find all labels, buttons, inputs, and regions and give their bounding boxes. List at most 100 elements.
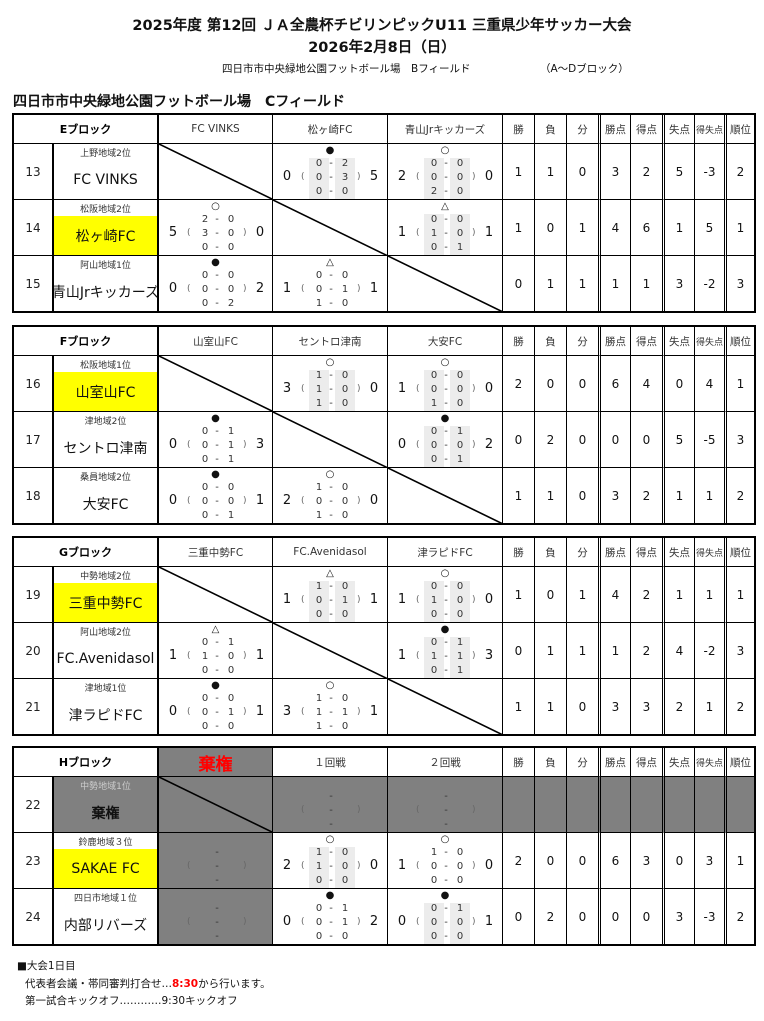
stat-勝: 0 — [502, 622, 534, 678]
period-score-against: 0 — [456, 917, 464, 928]
period-dash: - — [215, 875, 219, 886]
period-score-for: 0 — [430, 158, 438, 169]
period-dash: - — [444, 595, 448, 606]
stat-順位: 3 — [724, 622, 754, 678]
period-score-against: 0 — [341, 693, 349, 704]
stat-勝点: 0 — [598, 888, 630, 944]
column-header-stat: 分 — [566, 538, 598, 566]
stat-順位: 1 — [724, 832, 754, 888]
paren-close: ) — [243, 284, 247, 294]
column-header-stat: 勝点 — [598, 115, 630, 143]
diagonal-cell — [157, 566, 272, 622]
score-for: 3 — [282, 381, 292, 396]
score-for: 1 — [282, 281, 292, 296]
period-score-against: 0 — [341, 384, 349, 395]
stat-勝点: 3 — [598, 678, 630, 734]
match-result-cell: ○ 1-0 1-1 1-0() 3 1 — [272, 678, 387, 734]
period-dash: - — [215, 214, 219, 225]
team-number: 16 — [14, 355, 52, 411]
block-table-Fブロック: Fブロック 山室山FC セントロ津南 大安FC 勝負分勝点 得点 失点 得失点 順位 16 松阪地域… — [12, 325, 756, 525]
match-result-cell: ● 0-0 0-0 0-2() 0 2 — [157, 255, 272, 311]
team-number: 23 — [14, 832, 52, 888]
match-result-cell: ● 0-1 1-1 0-1() 1 3 — [387, 622, 502, 678]
stat-得点: 4 — [630, 355, 662, 411]
paren-close: ) — [472, 595, 476, 605]
period-score-against: 0 — [227, 496, 235, 507]
column-header-stat: 勝 — [502, 327, 534, 355]
halftime-shade — [424, 903, 444, 944]
match-result-cell: ● 0-2 0-3 0-0() 0 5 — [272, 143, 387, 199]
paren-open: ( — [187, 861, 191, 871]
paren-close: ) — [472, 917, 476, 927]
period-dash: - — [329, 903, 333, 914]
period-score-for: 1 — [201, 651, 209, 662]
score-for: 2 — [282, 493, 292, 508]
team-region-rank: 津地域1位 — [84, 684, 127, 694]
score-against: 3 — [255, 437, 265, 452]
diagonal-cell — [157, 355, 272, 411]
paren-open: ( — [301, 384, 305, 394]
period-dash: - — [329, 847, 333, 858]
stat-負: 0 — [534, 199, 566, 255]
period-score-against: 1 — [227, 510, 235, 521]
period-score-for: 0 — [430, 440, 438, 451]
period-dash: - — [329, 158, 333, 169]
period-score-against: 0 — [456, 398, 464, 409]
stat-得点: 3 — [630, 678, 662, 734]
score-against: 1 — [369, 281, 379, 296]
halftime-shade — [424, 158, 444, 199]
stat-負: 0 — [534, 566, 566, 622]
period-score-against: 0 — [341, 186, 349, 197]
team-number: 15 — [14, 255, 52, 311]
period-score-against: 0 — [456, 228, 464, 239]
column-header-opponent: 山室山FC — [157, 327, 272, 355]
diagonal-line — [159, 567, 272, 622]
period-dash: - — [215, 903, 219, 914]
column-header-opponent: ２回戦 — [387, 748, 502, 776]
stat-得失点: 1 — [694, 467, 724, 523]
diagonal-cell — [387, 467, 502, 523]
result-mark-icon: △ — [441, 201, 449, 212]
stat-分: 1 — [566, 199, 598, 255]
period-score-for: 0 — [430, 917, 438, 928]
diagonal-line — [159, 777, 272, 832]
period-dash: - — [444, 172, 448, 183]
period-score-against: 0 — [456, 384, 464, 395]
team-cell: 中勢地域2位 三重中勢FC — [52, 566, 157, 622]
halftime-shade — [450, 214, 470, 255]
period-score-for: 0 — [430, 242, 438, 253]
team-number: 24 — [14, 888, 52, 944]
halftime-shade — [450, 903, 470, 944]
team-name: FC.Avenidasol — [56, 650, 155, 667]
stat-勝: 2 — [502, 355, 534, 411]
period-dash: - — [215, 496, 219, 507]
period-dash: - — [444, 903, 448, 914]
column-header-opponent: FC.Avenidasol — [272, 538, 387, 566]
block-table-Hブロック: Hブロック 棄権 １回戦 ２回戦勝負分勝点 得点 失点 得失点 順位 22 中勢地域1位 棄権 - - -… — [12, 746, 756, 946]
result-mark-icon: ● — [211, 413, 220, 424]
period-score-against: 0 — [341, 861, 349, 872]
period-score-against: 1 — [456, 242, 464, 253]
result-mark-icon: ○ — [440, 145, 450, 156]
period-dash: - — [329, 482, 333, 493]
field-title: 四日市市中央緑地公園フットボール場 Cフィールド — [13, 94, 345, 110]
score-for: 3 — [282, 704, 292, 719]
period-score-against: 1 — [341, 917, 349, 928]
period-dash: - — [329, 721, 333, 732]
period-score-for: 0 — [201, 270, 209, 281]
score-against: 3 — [484, 648, 494, 663]
period-score-against: 0 — [227, 482, 235, 493]
stat-分: 1 — [566, 255, 598, 311]
period-dash: - — [215, 707, 219, 718]
score-against: 1 — [255, 704, 265, 719]
period-dash: - — [444, 651, 448, 662]
score-for: 1 — [397, 225, 407, 240]
halftime-shade — [424, 581, 444, 622]
halftime-shade — [309, 370, 329, 411]
period-score-for: 0 — [201, 721, 209, 732]
column-header-stat: 失点 — [662, 115, 694, 143]
period-score-against: 2 — [341, 158, 349, 169]
paren-open: ( — [187, 651, 191, 661]
score-against: 5 — [369, 169, 379, 184]
column-header-stat: 得点 — [630, 748, 662, 776]
